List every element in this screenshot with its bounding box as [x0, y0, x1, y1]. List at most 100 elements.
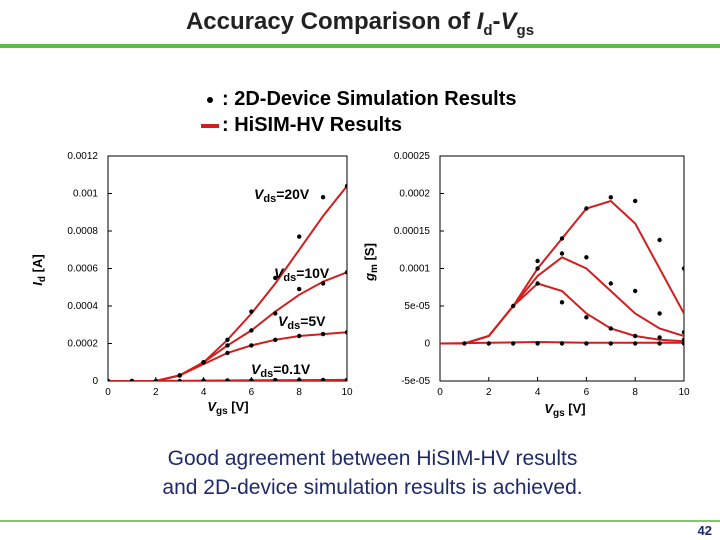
data-point-vds-5v: [320, 331, 326, 337]
conclusion-line-1: Good agreement between HiSIM-HV results: [167, 447, 578, 470]
title-prefix: Accuracy Comparison of: [185, 8, 477, 35]
annotation-vds-0-1v: Vds=0.1V: [251, 361, 311, 380]
line-icon: [198, 112, 222, 138]
x-tick-label: 8: [296, 387, 302, 398]
title-rule: [0, 44, 720, 48]
data-point-vds-10v: [535, 258, 540, 264]
data-point-vds-5v: [297, 333, 302, 339]
data-point-vds-0-1v: [108, 378, 111, 381]
x-axis-label: Vgs [V]: [544, 401, 585, 419]
y-tick-label: 0.0002: [67, 339, 98, 350]
data-point-vds-10v: [559, 251, 565, 256]
x-tick-label: 6: [584, 387, 590, 398]
data-point-vds-0-1v: [633, 341, 638, 346]
data-point-vds-5v: [559, 300, 565, 305]
x-tick-label: 2: [486, 387, 492, 398]
data-point-vds-10v: [344, 270, 347, 275]
page-number: 42: [697, 523, 712, 538]
data-point-vds-0-1v: [225, 378, 230, 381]
x-axis-label: Vgs [V]: [207, 399, 248, 417]
conclusion-line-2: and 2D-device simulation results is achi…: [162, 476, 583, 499]
data-point-vds-20v: [657, 237, 662, 243]
data-point-vds-5v: [225, 350, 230, 356]
x-tick-label: 4: [201, 387, 207, 398]
data-point-vds-5v: [177, 373, 182, 378]
y-tick-label: 0.00015: [394, 226, 431, 237]
data-point-vds-0-1v: [249, 378, 254, 381]
annotation-vds-10v: Vds=10V: [274, 265, 330, 284]
y-tick-label: -5e-05: [401, 376, 430, 387]
data-point-vds-5v: [511, 303, 516, 309]
data-point-vds-5v: [535, 281, 540, 286]
data-point-vds-0-1v: [273, 377, 278, 381]
y-tick-label: 0.0006: [67, 264, 98, 275]
data-point-vds-0-1v: [320, 377, 326, 381]
data-point-vds-20v: [681, 266, 684, 271]
data-point-vds-5v: [633, 333, 638, 339]
data-point-vds-20v: [608, 195, 613, 200]
id-vgs-chart: 0 2 4 6 8 10 0 0.0002 0.0004 0.0006 0.0008 0.001 0.0…: [30, 151, 353, 417]
y-tick-label: 0.0004: [67, 301, 98, 312]
legend-label-hisim: : HiSIM-HV Results: [222, 114, 403, 136]
data-point-vds-0-1v: [462, 341, 467, 346]
data-point-vds-0-1v: [681, 341, 684, 346]
data-point-vds-10v: [584, 255, 589, 260]
y-tick-label: 0.0012: [67, 151, 98, 162]
data-point-vds-20v: [225, 337, 230, 342]
data-point-vds-20v: [320, 195, 326, 200]
data-point-vds-0-1v: [344, 377, 347, 381]
data-point-vds-5v: [273, 337, 278, 342]
legend-item-2d: : 2D-Device Simulation Results: [198, 86, 517, 112]
y-tick-label: 0.0001: [399, 264, 430, 275]
data-point-vds-20v: [297, 234, 302, 239]
x-tick-label: 4: [535, 387, 541, 398]
data-point-vds-10v: [225, 343, 230, 348]
x-tick-label: 8: [632, 387, 638, 398]
title-var-v: V: [500, 8, 517, 35]
data-point-vds-0-1v: [559, 341, 565, 346]
annotation-vds-5v: Vds=5V: [278, 313, 326, 332]
plot-area: [440, 195, 684, 346]
data-point-vds-5v: [344, 330, 347, 335]
data-point-vds-5v: [608, 326, 613, 331]
data-point-vds-20v: [535, 266, 540, 271]
data-point-vds-0-1v: [511, 341, 516, 346]
data-point-vds-0-1v: [657, 341, 662, 346]
x-tick-label: 0: [105, 387, 111, 398]
dot-icon: [198, 86, 222, 112]
data-point-vds-0-1v: [153, 378, 158, 381]
conclusion-text: Good agreement between HiSIM-HV results …: [0, 444, 720, 502]
title-dash: -: [492, 8, 501, 35]
data-point-vds-5v: [584, 315, 589, 320]
data-point-vds-0-1v: [177, 378, 182, 381]
y-tick-label: 0.0002: [399, 189, 430, 200]
x-tick-label: 10: [678, 387, 690, 398]
data-point-vds-10v: [297, 286, 302, 292]
data-point-vds-20v: [344, 183, 347, 189]
x-tick-label: 10: [341, 387, 353, 398]
annotation-vds-20v: Vds=20V: [254, 186, 310, 205]
title-sub-gs: gs: [516, 21, 535, 39]
data-point-vds-0-1v: [297, 377, 302, 381]
y-tick-label: 0: [424, 339, 430, 350]
data-point-vds-20v: [633, 198, 638, 204]
data-point-vds-10v: [320, 281, 326, 286]
data-point-vds-5v: [249, 343, 254, 348]
data-point-vds-10v: [249, 328, 254, 333]
gm-vgs-chart: 0 2 4 6 8 10 -5e-05 0 5e-05 0.0001 0.00015 0.0002 0.…: [362, 151, 690, 419]
data-point-vds-20v: [559, 236, 565, 241]
slide-title: Accuracy Comparison of Id-Vgs: [0, 8, 720, 39]
data-point-vds-10v: [273, 311, 278, 316]
legend-label-2d: : 2D-Device Simulation Results: [222, 88, 517, 110]
plot-frame: [439, 155, 685, 382]
data-point-vds-0-1v: [486, 341, 491, 346]
data-point-vds-0-1v: [535, 341, 540, 346]
title-sub-d: d: [483, 21, 493, 39]
x-tick-label: 6: [249, 387, 255, 398]
title-var-i: I: [476, 8, 484, 35]
legend: : 2D-Device Simulation Results : HiSIM-H…: [198, 86, 517, 138]
data-point-vds-20v: [273, 275, 278, 281]
x-tick-label: 0: [437, 387, 443, 398]
data-point-vds-20v: [584, 206, 589, 211]
